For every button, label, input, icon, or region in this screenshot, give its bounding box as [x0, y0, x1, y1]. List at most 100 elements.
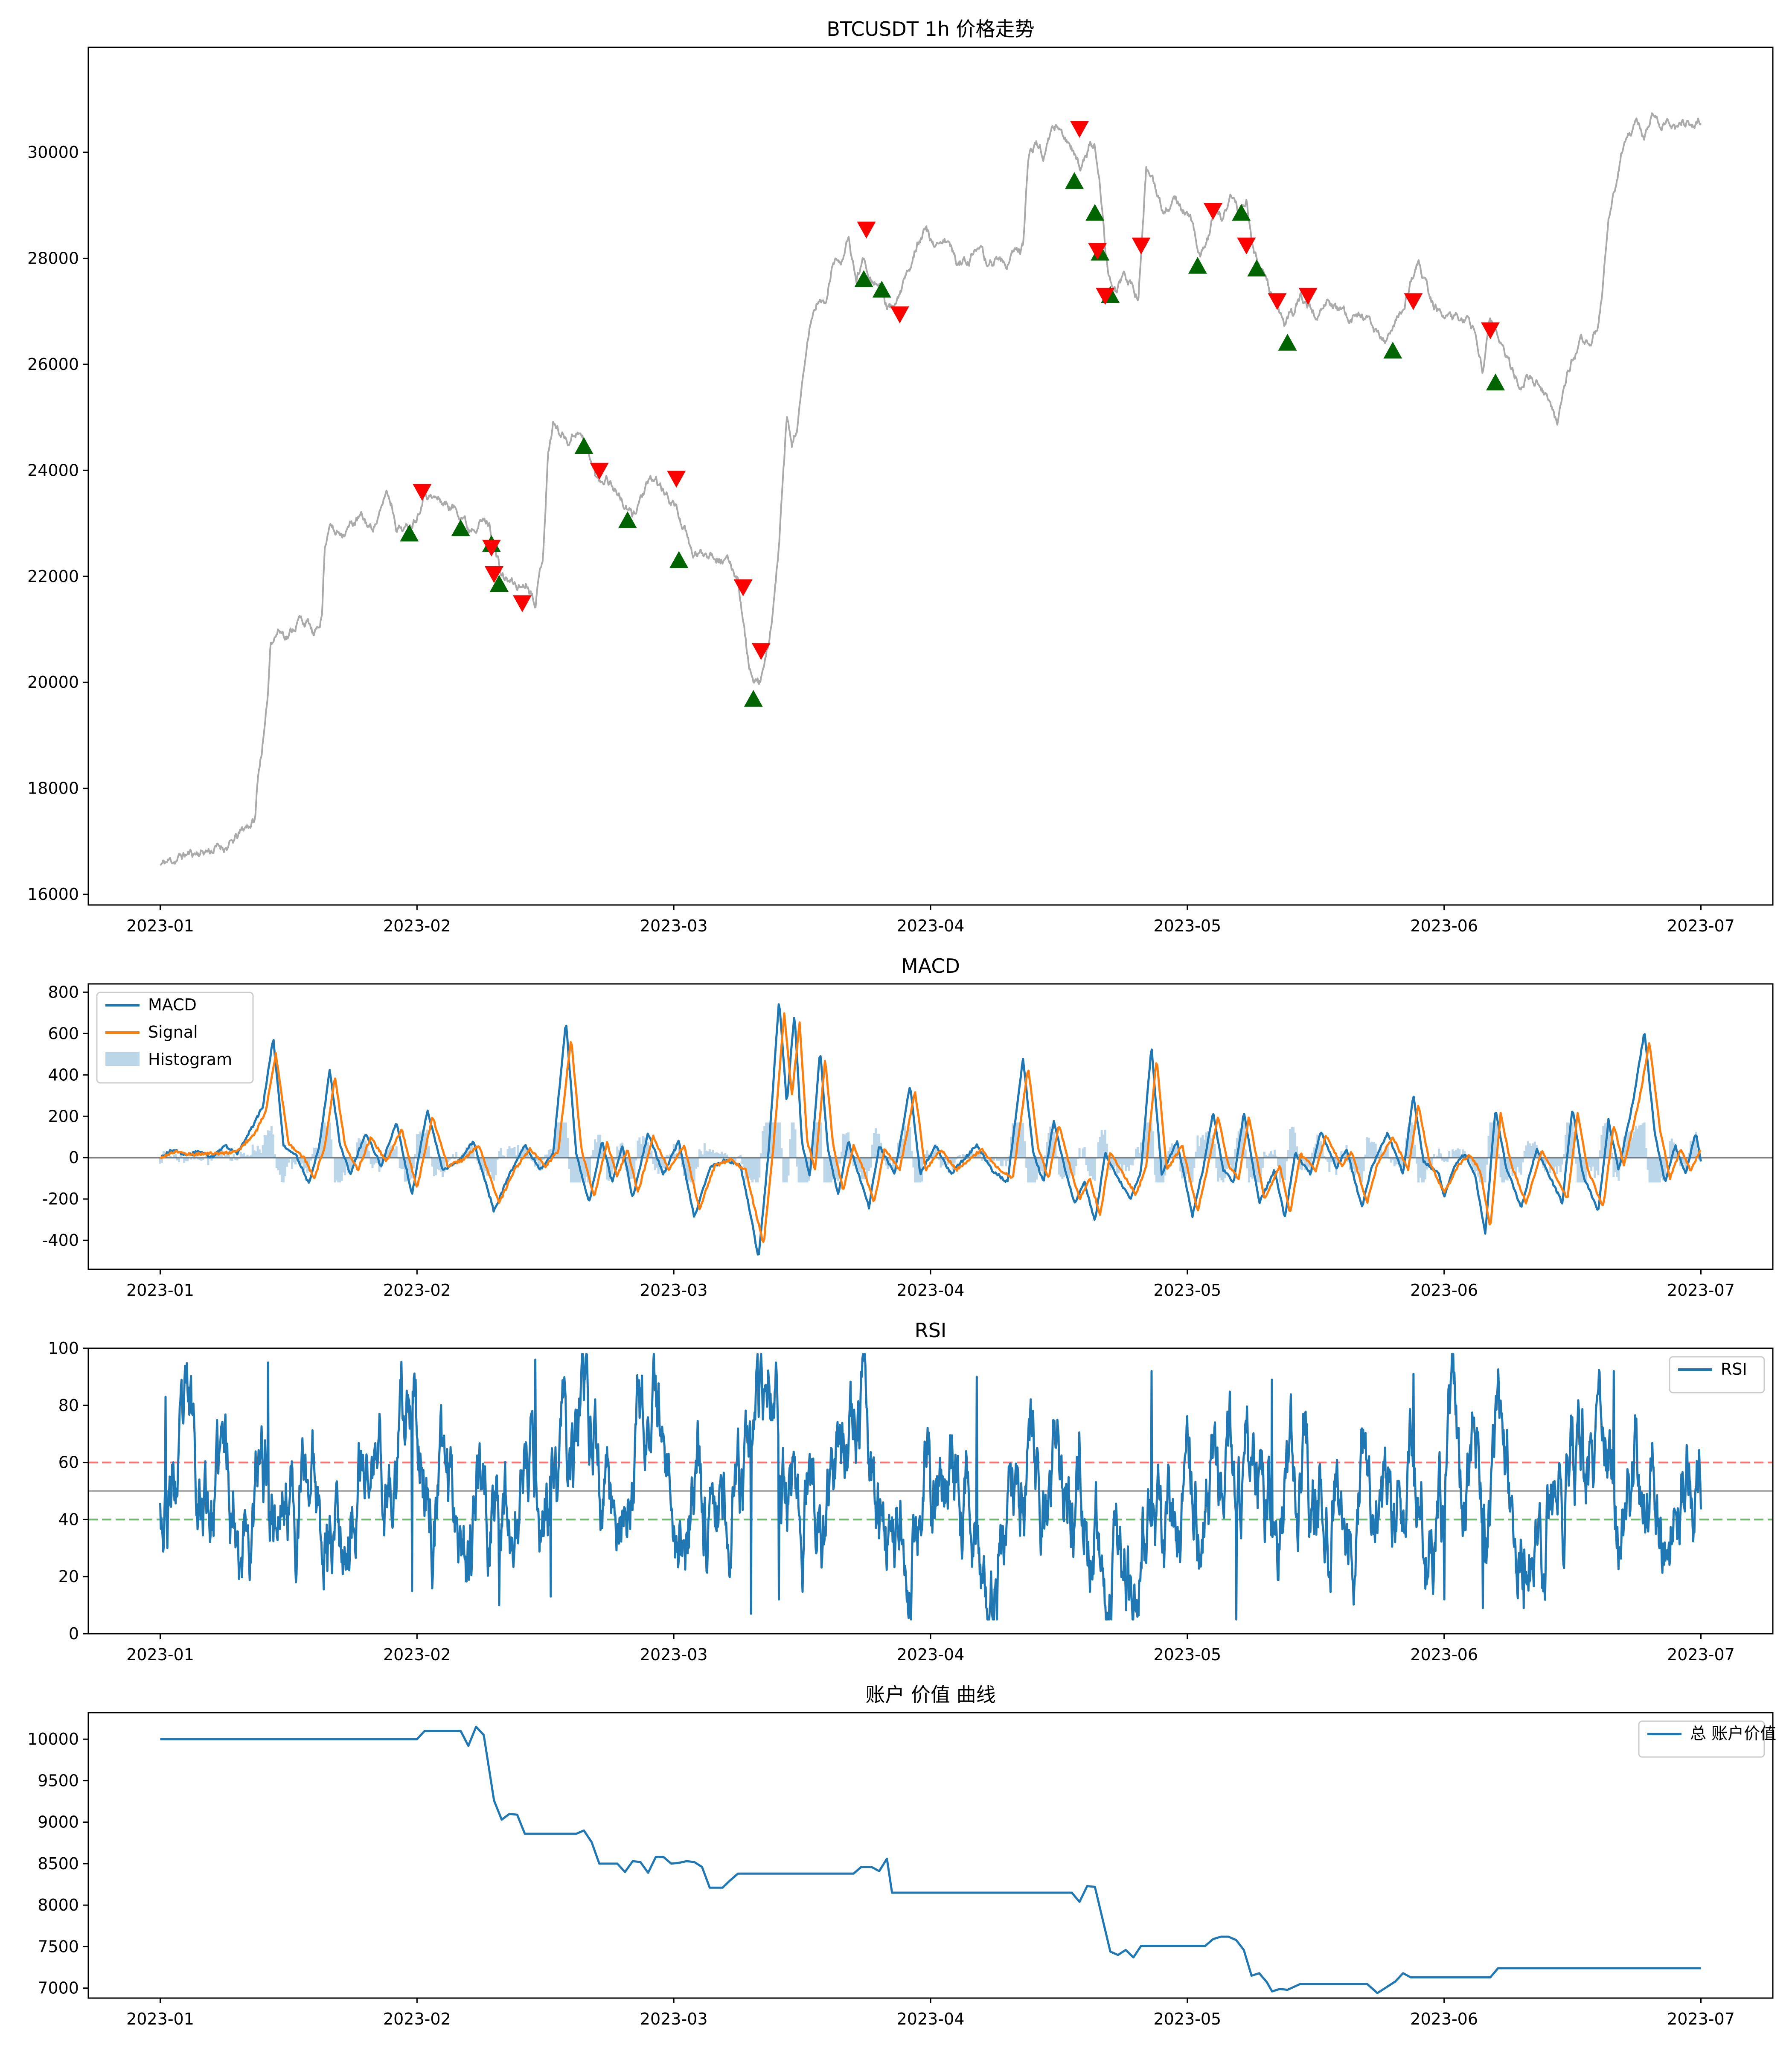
x-tick-label: 2023-06: [1410, 1645, 1478, 1664]
legend-label: RSI: [1721, 1360, 1747, 1379]
legend-box: [1669, 1356, 1765, 1393]
y-tick-label: 0: [69, 1624, 79, 1643]
sell-marker: [513, 595, 532, 612]
x-tick-label: 2023-02: [383, 2010, 451, 2028]
x-tick-label: 2023-07: [1667, 916, 1735, 935]
sell-marker: [667, 471, 686, 488]
sell-marker: [1404, 293, 1423, 310]
buy-marker: [872, 280, 891, 298]
buy-marker: [400, 524, 419, 542]
legend-label: Signal: [148, 1023, 198, 1041]
sell-marker: [733, 579, 753, 596]
axes-frame: [87, 47, 1774, 906]
x-tick-label: 2023-02: [383, 916, 451, 935]
series-line-总-账户价值: [160, 1725, 1701, 1994]
sell-marker: [1268, 293, 1287, 310]
panel-2: RSI 2023-01 2023-02 2023-03 2023-04 2023-05 20…: [48, 1319, 1774, 1664]
x-tick-label: 2023-06: [1410, 916, 1478, 935]
x-tick-label: 2023-03: [640, 1645, 708, 1664]
panel-title: MACD: [901, 954, 960, 977]
axes-frame: [87, 983, 1774, 1270]
x-tick-label: 2023-02: [383, 1645, 451, 1664]
sell-marker: [1070, 121, 1089, 138]
x-tick-label: 2023-04: [897, 2010, 965, 2028]
panel-title: BTCUSDT 1h 价格走势: [826, 17, 1034, 41]
plot-area: [88, 1353, 1773, 1621]
buy-marker: [1486, 373, 1505, 390]
x-tick-label: 2023-02: [383, 1281, 451, 1300]
y-tick-label: 26000: [27, 355, 79, 374]
series-line-0: [160, 112, 1702, 866]
y-tick-label: 7500: [38, 1937, 79, 1956]
buy-marker: [1247, 259, 1266, 276]
y-tick-label: -400: [42, 1231, 79, 1250]
x-tick-label: 2023-05: [1153, 1281, 1221, 1300]
series-line-signal: [159, 1012, 1701, 1243]
y-tick-label: 0: [69, 1148, 79, 1167]
panel-title: RSI: [915, 1319, 947, 1342]
legend-label: MACD: [148, 995, 197, 1014]
y-tick-label: 80: [58, 1396, 79, 1415]
sell-marker: [484, 566, 503, 583]
y-tick-label: 9000: [38, 1813, 79, 1832]
sell-marker: [857, 221, 876, 239]
buy-marker: [574, 437, 593, 454]
y-tick-label: 8500: [38, 1854, 79, 1873]
x-tick-label: 2023-04: [897, 1281, 965, 1300]
panel-0: BTCUSDT 1h 价格走势 2023-01 2023-02 2023-03 2023…: [27, 17, 1774, 935]
x-tick-label: 2023-03: [640, 1281, 708, 1300]
sell-marker: [751, 643, 771, 660]
sell-marker: [1204, 203, 1223, 220]
sell-marker: [1132, 237, 1151, 255]
y-tick-label: 400: [48, 1065, 79, 1084]
sell-marker: [1096, 288, 1115, 305]
sell-markers: [413, 121, 1500, 660]
legend-box: [1638, 1720, 1765, 1758]
x-tick-label: 2023-07: [1667, 1645, 1735, 1664]
y-tick-label: -200: [42, 1190, 79, 1208]
y-tick-label: 800: [48, 983, 79, 1001]
y-tick-label: 24000: [27, 461, 79, 480]
y-tick-label: 20000: [27, 673, 79, 692]
panel-title: 账户 价值 曲线: [865, 1683, 995, 1706]
sell-marker: [1237, 237, 1256, 255]
plot-area: [88, 1003, 1773, 1256]
sell-marker: [890, 306, 909, 323]
sell-marker: [1298, 288, 1318, 305]
buy-marker: [1065, 172, 1084, 189]
y-tick-label: 20: [58, 1567, 79, 1586]
x-tick-label: 2023-01: [126, 2010, 194, 2028]
buy-marker: [1085, 204, 1105, 221]
buy-marker: [669, 551, 689, 568]
panel-1: MACD 2023-01 2023-02 2023-03 2023-04 2023-05 2…: [42, 954, 1774, 1300]
x-tick-label: 2023-05: [1153, 2010, 1221, 2028]
x-tick-label: 2023-06: [1410, 1281, 1478, 1300]
sell-marker: [590, 463, 609, 480]
x-tick-label: 2023-07: [1667, 1281, 1735, 1300]
x-tick-label: 2023-01: [126, 1645, 194, 1664]
x-tick-label: 2023-03: [640, 2010, 708, 2028]
plot-area: [160, 1725, 1701, 1994]
series-line-macd: [160, 1003, 1702, 1256]
legend-label: Histogram: [148, 1050, 232, 1069]
legend-swatch: [105, 1052, 140, 1066]
y-tick-label: 18000: [27, 779, 79, 798]
y-tick-label: 200: [48, 1107, 79, 1126]
series-line-rsi: [159, 1353, 1702, 1621]
buy-marker: [1278, 334, 1297, 351]
plot-area: [160, 112, 1702, 866]
buy-marker: [451, 519, 470, 536]
x-tick-label: 2023-06: [1410, 2010, 1478, 2028]
y-tick-label: 16000: [27, 885, 79, 904]
buy-marker: [854, 270, 873, 287]
x-tick-label: 2023-04: [897, 916, 965, 935]
legend-box: [96, 992, 254, 1084]
sell-marker: [413, 484, 432, 501]
panel-3: 账户 价值 曲线 2023-01 2023-02 2023-03 2023-04 2023…: [27, 1683, 1776, 2028]
y-tick-label: 28000: [27, 249, 79, 268]
y-tick-label: 8000: [38, 1896, 79, 1914]
buy-marker: [1383, 341, 1402, 359]
buy-marker: [1232, 204, 1251, 221]
x-tick-label: 2023-03: [640, 916, 708, 935]
